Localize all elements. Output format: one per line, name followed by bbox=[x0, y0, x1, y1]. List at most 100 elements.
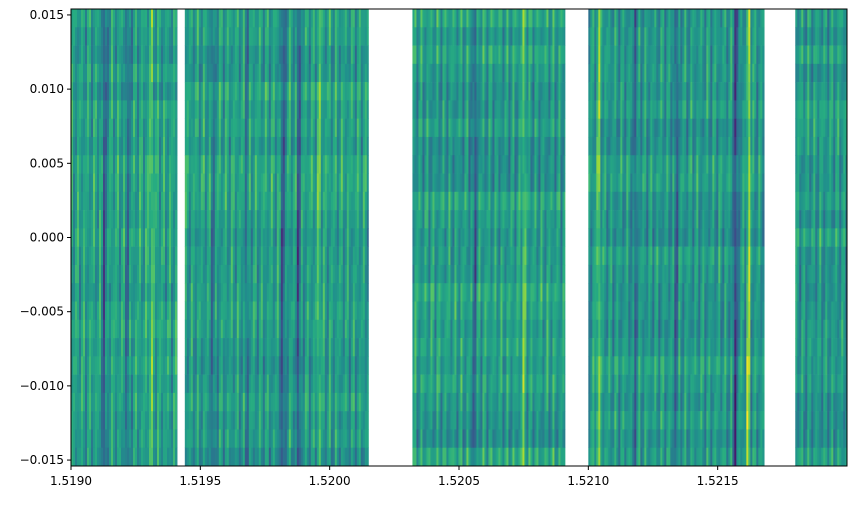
heatmap-cell bbox=[314, 173, 318, 193]
heatmap-cell bbox=[117, 173, 120, 193]
heatmap-cell bbox=[500, 283, 503, 302]
heatmap-cell bbox=[123, 155, 126, 174]
heatmap-cell bbox=[282, 136, 286, 156]
heatmap-cell bbox=[200, 9, 204, 28]
heatmap-cell bbox=[135, 100, 138, 119]
heatmap-cell bbox=[196, 356, 200, 375]
heatmap-cell bbox=[526, 100, 529, 119]
heatmap-cell bbox=[103, 118, 106, 138]
heatmap-cell bbox=[436, 155, 439, 174]
heatmap-cell bbox=[300, 429, 304, 449]
heatmap-cell bbox=[115, 155, 118, 174]
heatmap-cell bbox=[312, 228, 316, 247]
heatmap-cell bbox=[123, 319, 126, 339]
heatmap-cell bbox=[113, 100, 116, 119]
heatmap-cell bbox=[424, 210, 427, 229]
heatmap-cell bbox=[167, 264, 170, 284]
heatmap-cell bbox=[200, 173, 204, 193]
heatmap-cell bbox=[125, 118, 128, 138]
heatmap-cell bbox=[288, 173, 292, 193]
heatmap-cell bbox=[190, 264, 194, 284]
heatmap-cell bbox=[502, 228, 505, 247]
heatmap-cell bbox=[264, 264, 268, 284]
heatmap-cell bbox=[562, 283, 565, 302]
heatmap-cell bbox=[262, 228, 266, 247]
heatmap-cell bbox=[504, 173, 507, 193]
heatmap-cell bbox=[208, 45, 212, 65]
heatmap-cell bbox=[224, 319, 228, 339]
heatmap-cell bbox=[133, 392, 136, 412]
heatmap-cell bbox=[458, 228, 461, 247]
heatmap-cell bbox=[262, 173, 266, 193]
heatmap-cell bbox=[222, 374, 226, 394]
heatmap-cell bbox=[504, 9, 507, 28]
heatmap-cell bbox=[526, 63, 529, 83]
heatmap-cell bbox=[260, 411, 264, 430]
heatmap-cell bbox=[186, 283, 190, 302]
heatmap-cell bbox=[85, 374, 88, 394]
heatmap-cell bbox=[490, 210, 493, 229]
heatmap-cell bbox=[332, 338, 336, 357]
heatmap-cell bbox=[194, 210, 198, 229]
heatmap-cell bbox=[147, 246, 150, 266]
heatmap-cell bbox=[346, 63, 350, 83]
heatmap-cell bbox=[424, 319, 427, 339]
heatmap-cell bbox=[117, 338, 120, 357]
heatmap-cell bbox=[210, 191, 214, 211]
heatmap-cell bbox=[256, 301, 260, 321]
heatmap-cell bbox=[306, 210, 310, 229]
heatmap-cell bbox=[186, 210, 190, 229]
heatmap-cell bbox=[534, 118, 537, 138]
heatmap-cell bbox=[139, 429, 142, 449]
heatmap-cell bbox=[538, 27, 541, 46]
heatmap-cell bbox=[338, 228, 342, 247]
heatmap-cell bbox=[125, 45, 128, 65]
heatmap-cell bbox=[242, 447, 246, 467]
heatmap-cell bbox=[348, 392, 352, 412]
heatmap-cell bbox=[536, 210, 539, 229]
heatmap-cell bbox=[97, 27, 100, 46]
heatmap-cell bbox=[342, 374, 346, 394]
heatmap-cell bbox=[127, 392, 130, 412]
heatmap-cell bbox=[338, 45, 342, 65]
heatmap-cell bbox=[192, 9, 196, 28]
heatmap-cell bbox=[274, 45, 278, 65]
heatmap-cell bbox=[552, 9, 555, 28]
heatmap-cell bbox=[336, 447, 340, 467]
heatmap-cell bbox=[358, 283, 362, 302]
heatmap-cell bbox=[99, 173, 102, 193]
heatmap-cell bbox=[192, 246, 196, 266]
heatmap-cell bbox=[141, 228, 144, 247]
heatmap-cell bbox=[452, 210, 455, 229]
heatmap-cell bbox=[214, 264, 218, 284]
heatmap-cell bbox=[556, 136, 559, 156]
heatmap-cell bbox=[426, 45, 429, 65]
heatmap-cell bbox=[300, 246, 304, 266]
heatmap-cell bbox=[366, 283, 369, 302]
heatmap-cell bbox=[194, 27, 198, 46]
heatmap-cell bbox=[222, 63, 226, 83]
heatmap-cell bbox=[266, 447, 270, 467]
heatmap-cell bbox=[302, 246, 306, 266]
heatmap-cell bbox=[242, 136, 246, 156]
heatmap-cell bbox=[270, 100, 274, 119]
heatmap-cell bbox=[334, 136, 338, 156]
heatmap-cell bbox=[560, 210, 563, 229]
heatmap-cell bbox=[248, 100, 252, 119]
heatmap-cell bbox=[478, 155, 481, 174]
heatmap-cell bbox=[276, 447, 280, 467]
heatmap-cell bbox=[486, 246, 489, 266]
heatmap-cell bbox=[206, 411, 210, 430]
heatmap-cell bbox=[117, 283, 120, 302]
heatmap-cell bbox=[99, 228, 102, 247]
heatmap-cell bbox=[192, 392, 196, 412]
heatmap-cell bbox=[530, 210, 533, 229]
heatmap-cell bbox=[560, 136, 563, 156]
heatmap-cell bbox=[244, 63, 248, 83]
heatmap-cell bbox=[510, 82, 513, 101]
heatmap-cell bbox=[210, 173, 214, 193]
heatmap-cell bbox=[157, 283, 160, 302]
heatmap-cell bbox=[562, 210, 565, 229]
heatmap-cell bbox=[204, 411, 208, 430]
heatmap-cell bbox=[496, 63, 499, 83]
